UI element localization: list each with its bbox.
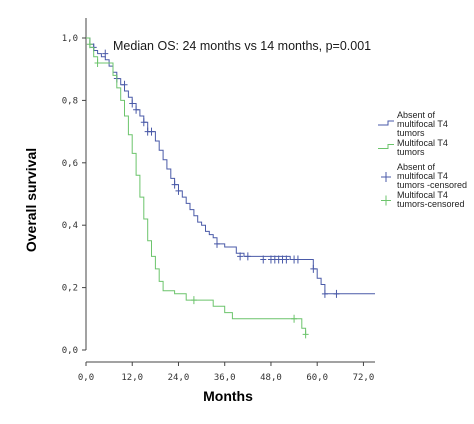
legend-label-line: Multifocal T4: [397, 138, 448, 148]
legend-label-line: tumors-censored: [397, 199, 465, 209]
series-1-censor-mark: [94, 58, 101, 67]
series-1-censor-mark: [291, 314, 298, 323]
y-axis-title: Overall survival: [23, 148, 39, 252]
series-0-censor-mark: [321, 289, 328, 298]
legend-line-swatch: [378, 144, 394, 149]
series-0-censor-mark: [214, 239, 221, 248]
series-1-censor-mark: [190, 296, 197, 305]
y-tick-label: 1,0: [62, 34, 78, 44]
x-tick-label: 60,0: [306, 373, 328, 383]
series-0-censor-mark: [102, 49, 109, 58]
series-1-censor-mark: [302, 330, 309, 339]
legend-label-line: tumors: [397, 128, 425, 138]
series-0-censor-mark: [171, 180, 178, 189]
y-tick-label: 0,8: [62, 96, 78, 106]
legend-label-line: multifocal T4: [397, 119, 448, 129]
legend-label-line: Absent of: [397, 110, 436, 120]
chart-axes: 0,0 0,2 0,4 0,6 0,8 1,0 0,0 12,0 24,0 36,0 48,0 60,…: [62, 18, 375, 383]
x-tick-label: 48,0: [260, 373, 282, 383]
median-annotation: Median OS: 24 months vs 14 months, p=0.0…: [113, 39, 371, 53]
series-0-censor-mark: [148, 127, 155, 136]
legend-label-line: Absent of: [397, 162, 436, 172]
x-tick-label: 24,0: [168, 373, 190, 383]
series-0-line: [86, 37, 375, 295]
series-0-censor-mark: [260, 255, 267, 264]
x-tick-label: 0,0: [78, 373, 94, 383]
series-0-censor-mark: [121, 80, 128, 89]
series-0-censor-mark: [129, 99, 136, 108]
series-1-censor-mark: [86, 40, 93, 49]
y-tick-label: 0,2: [62, 284, 78, 294]
series-1-line: [86, 37, 307, 335]
x-tick-label: 72,0: [353, 373, 375, 383]
legend-label-line: multifocal T4: [397, 171, 448, 181]
legend-label-line: Multifocal T4: [397, 190, 448, 200]
legend-plus-swatch: [381, 195, 391, 206]
y-tick-label: 0,0: [62, 346, 78, 356]
legend-line-swatch: [378, 120, 394, 126]
y-tick-label: 0,6: [62, 159, 78, 169]
y-tick-label: 0,4: [62, 221, 78, 231]
series-0-censor-mark: [140, 118, 147, 127]
legend-plus-swatch: [381, 172, 391, 182]
series-0-censor-mark: [294, 255, 301, 264]
legend-label-line: tumors -censored: [397, 180, 467, 190]
x-tick-label: 12,0: [121, 373, 143, 383]
series-0-censor-mark: [133, 105, 140, 114]
series-0-censor-mark: [244, 252, 251, 261]
x-tick-label: 36,0: [214, 373, 236, 383]
series-layer: [86, 37, 375, 339]
x-axis-title: Months: [203, 388, 253, 404]
series-0-censor-mark: [175, 186, 182, 195]
series-0-censor-mark: [310, 264, 317, 273]
series-0-censor-mark: [237, 252, 244, 261]
legend-label-line: tumors: [397, 147, 425, 157]
series-0-censor-mark: [333, 289, 340, 298]
series-0-censor-mark: [283, 255, 290, 264]
